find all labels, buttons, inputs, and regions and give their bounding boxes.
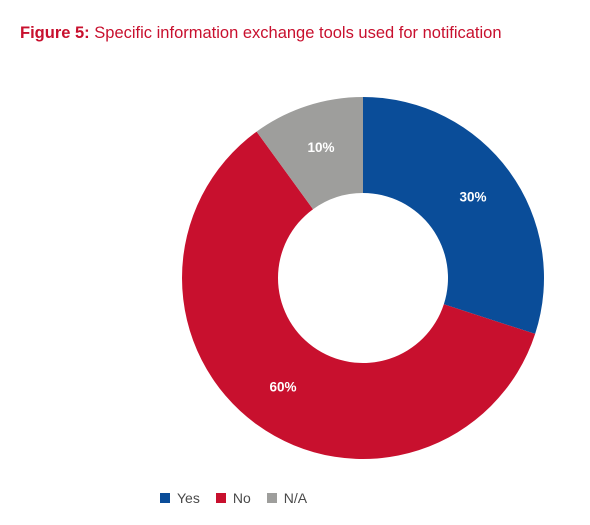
legend-label-yes: Yes (177, 490, 200, 506)
donut-data-labels: 30% 60% 10% (270, 140, 487, 394)
chart-title-lead: Figure 5: (20, 24, 90, 42)
donut-slices (182, 97, 545, 459)
legend-swatch-na (266, 493, 277, 503)
legend-item-na: N/A (266, 490, 308, 506)
donut-slice-yes (363, 97, 545, 334)
chart-title-text: Specific information exchange tools used… (94, 24, 502, 42)
legend-item-no: No (215, 490, 251, 506)
data-label-no: 60% (270, 380, 297, 395)
chart-legend: Yes No N/A (160, 490, 323, 506)
legend-label-na: N/A (283, 490, 308, 506)
legend-swatch-yes (160, 493, 170, 503)
legend-swatch-no (215, 493, 226, 503)
legend-item-yes: Yes (160, 490, 200, 506)
legend-label-no: No (232, 490, 251, 506)
data-label-na: 10% (307, 140, 334, 155)
donut-slice-no (182, 131, 536, 459)
donut-slice-na (256, 97, 363, 210)
data-label-yes: 30% (460, 190, 487, 205)
chart-title: Figure 5: Specific information exchange … (20, 24, 502, 43)
